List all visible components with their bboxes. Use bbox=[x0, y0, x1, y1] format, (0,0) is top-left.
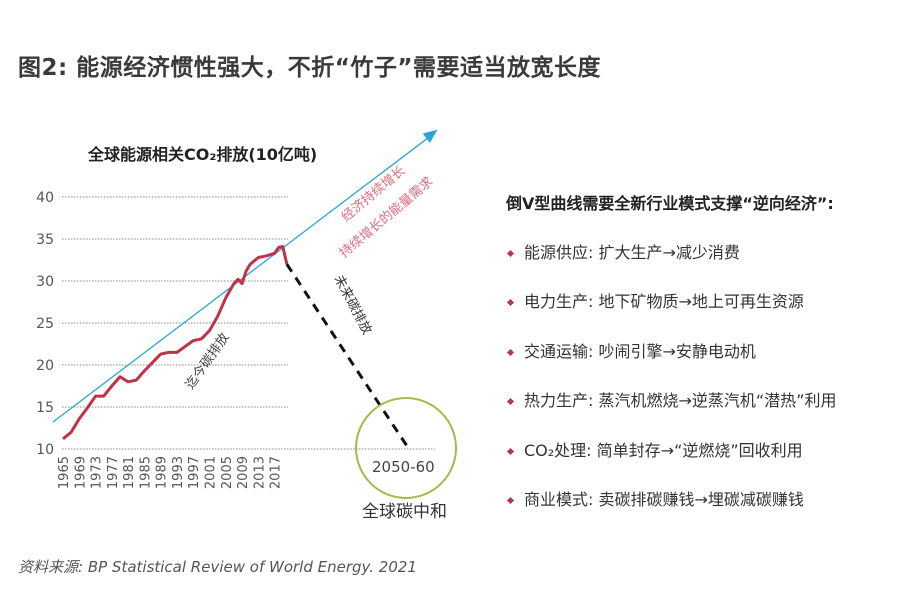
x-tick-label: 1989 bbox=[155, 456, 170, 489]
strategy-panel: 倒V型曲线需要全新行业模式支撑“逆向经济”: 能源供应: 扩大生产→减少消费电力… bbox=[506, 190, 836, 511]
x-tick-label: 1997 bbox=[187, 456, 202, 489]
y-tick-label: 20 bbox=[36, 358, 54, 374]
diamond-bullet-icon bbox=[506, 496, 515, 505]
panel-item: CO₂处理: 简单封存→“逆燃烧”回收利用 bbox=[506, 440, 836, 462]
y-tick-label: 25 bbox=[36, 316, 54, 332]
trend-line bbox=[52, 136, 430, 423]
panel-item: 商业模式: 卖碳排碳赚钱→埋碳减碳赚钱 bbox=[506, 489, 836, 511]
target-period-label: 2050-60 bbox=[372, 458, 435, 476]
y-tick-label: 10 bbox=[36, 442, 54, 458]
diamond-bullet-icon bbox=[506, 298, 515, 307]
chart-title: 全球能源相关CO₂排放(10亿吨) bbox=[87, 145, 317, 164]
y-tick-label: 35 bbox=[36, 232, 54, 248]
history-annotation: 迄今碳排放 bbox=[182, 330, 232, 392]
panel-item-text: 能源供应: 扩大生产→减少消费 bbox=[524, 242, 740, 262]
panel-item: 交通运输: 吵闹引擎→安静电动机 bbox=[506, 341, 836, 363]
target-circle bbox=[355, 397, 457, 499]
panel-item-text: 电力生产: 地下矿物质→地上可再生资源 bbox=[524, 292, 804, 311]
diamond-bullet-icon bbox=[506, 447, 515, 455]
x-tick-label: 1993 bbox=[171, 456, 186, 489]
x-tick-label: 1985 bbox=[138, 456, 153, 489]
panel-heading: 倒V型曲线需要全新行业模式支撑“逆向经济”: bbox=[506, 194, 834, 213]
x-tick-label: 1973 bbox=[90, 456, 105, 489]
diamond-bullet-icon bbox=[506, 249, 515, 257]
projection-line bbox=[285, 263, 411, 450]
trend-arrowhead bbox=[422, 129, 438, 144]
panel-item-text: 交通运输: 吵闹引擎→安静电动机 bbox=[524, 341, 756, 361]
panel-item-text: 热力生产: 蒸汽机燃烧→逆蒸汽机“潜热”利用 bbox=[524, 391, 837, 410]
x-tick-label: 2005 bbox=[220, 456, 235, 489]
source-note: 资料来源: BP Statistical Review of World Ene… bbox=[18, 558, 417, 576]
x-tick-label: 2017 bbox=[269, 456, 284, 489]
diamond-bullet-icon bbox=[506, 348, 515, 356]
y-tick-label: 15 bbox=[36, 400, 54, 416]
main-title: 图2: 能源经济惯性强大，不折“竹子”需要适当放宽长度 bbox=[18, 55, 601, 81]
x-tick-label: 2013 bbox=[252, 456, 267, 489]
x-tick-label: 1969 bbox=[73, 456, 88, 489]
diamond-bullet-icon bbox=[506, 397, 515, 406]
future-annotation: 未来碳排放 bbox=[330, 273, 374, 337]
y-tick-label: 40 bbox=[36, 190, 54, 206]
panel-item-text: 商业模式: 卖碳排碳赚钱→埋碳减碳赚钱 bbox=[524, 490, 804, 509]
x-tick-label: 2001 bbox=[204, 456, 219, 489]
target-label: 全球碳中和 bbox=[362, 502, 447, 522]
history-line bbox=[62, 245, 289, 441]
x-tick-label: 1981 bbox=[122, 456, 137, 489]
panel-item: 热力生产: 蒸汽机燃烧→逆蒸汽机“潜热”利用 bbox=[506, 390, 836, 412]
panel-item-text: CO₂处理: 简单封存→“逆燃烧”回收利用 bbox=[524, 440, 803, 460]
panel-item: 电力生产: 地下矿物质→地上可再生资源 bbox=[506, 291, 836, 313]
x-tick-label: 2009 bbox=[236, 456, 251, 489]
x-tick-label: 1977 bbox=[106, 456, 121, 489]
y-tick-label: 30 bbox=[36, 274, 54, 290]
panel-item: 能源供应: 扩大生产→减少消费 bbox=[506, 242, 836, 264]
x-tick-label: 1965 bbox=[57, 456, 72, 489]
